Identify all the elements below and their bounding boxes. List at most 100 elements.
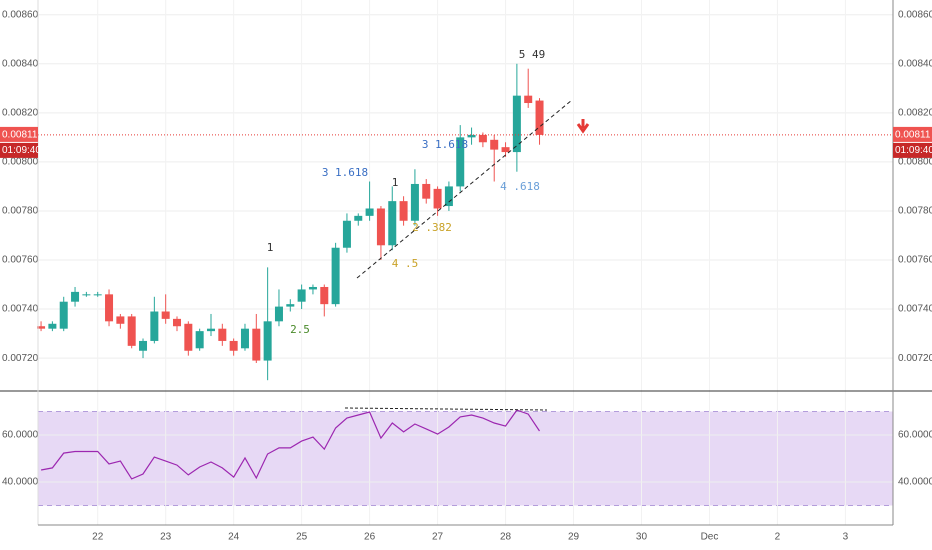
x-tick-label: 23 xyxy=(160,532,172,543)
candle-body xyxy=(59,301,68,329)
y-tick-label: 0.00780 xyxy=(2,206,39,217)
candle-body xyxy=(410,183,419,221)
candle-body xyxy=(331,247,340,305)
candle-body xyxy=(456,137,465,187)
y-tick-label-right: 0.00760 xyxy=(898,255,932,266)
candle-body xyxy=(342,220,351,248)
y-tick-label-right: 0.00840 xyxy=(898,58,932,69)
candle-body xyxy=(229,340,238,351)
candle-body xyxy=(82,294,91,296)
candle-body xyxy=(218,328,227,341)
candle-body xyxy=(490,139,499,150)
candle-body xyxy=(263,321,272,361)
price-badge xyxy=(0,126,38,142)
x-tick-label: 25 xyxy=(296,532,308,543)
x-tick-label: 29 xyxy=(568,532,580,543)
candle-body xyxy=(444,186,453,207)
y-tick-label: 0.00860 xyxy=(2,9,39,20)
countdown-label: 01:09:40 xyxy=(2,145,41,156)
x-tick-label: 26 xyxy=(364,532,376,543)
candle-body xyxy=(127,316,136,346)
y-tick-label-right: 0.00720 xyxy=(898,353,932,364)
candle-body xyxy=(286,304,295,307)
candle-body xyxy=(422,183,431,199)
candle-body xyxy=(388,201,397,246)
candle-body xyxy=(297,289,306,302)
countdown-label: 01:09:40 xyxy=(895,145,932,156)
grid xyxy=(38,0,893,525)
trend-line xyxy=(356,99,573,279)
y-tick-label: 0.00840 xyxy=(2,58,39,69)
candle-body xyxy=(139,340,148,351)
candle-body xyxy=(354,215,363,221)
candle-body xyxy=(467,134,476,138)
candle-body xyxy=(184,323,193,351)
candle-body xyxy=(71,291,80,302)
x-tick-label: 27 xyxy=(432,532,444,543)
x-tick-label: 28 xyxy=(500,532,512,543)
wave-label: 3 1.618 xyxy=(322,166,368,179)
candle-body xyxy=(535,100,544,135)
candle-body xyxy=(433,188,442,209)
candle-body xyxy=(308,286,317,290)
y-tick-label-right: 0.00820 xyxy=(898,107,932,118)
candle-body xyxy=(512,95,521,153)
candle-body xyxy=(173,318,182,327)
wave-label: 4 .618 xyxy=(500,180,540,193)
candle-body xyxy=(116,316,125,324)
candle-body xyxy=(37,326,46,329)
wave-label: 2.5 xyxy=(290,323,310,336)
wave-label: 1 xyxy=(392,176,399,189)
rsi-tick-label: 60.0000 xyxy=(2,430,39,441)
y-tick-label-right: 0.00800 xyxy=(898,157,932,168)
candle-body xyxy=(195,331,204,349)
countdown-badge xyxy=(0,142,38,158)
down-arrow xyxy=(576,119,590,134)
x-tick-label: 24 xyxy=(228,532,240,543)
candle-body xyxy=(150,311,159,341)
y-tick-label: 0.00800 xyxy=(2,157,39,168)
wave-label: 3 1.618 xyxy=(422,138,468,151)
candle-body xyxy=(320,286,329,305)
candle-body xyxy=(161,311,170,319)
y-tick-label: 0.00740 xyxy=(2,304,39,315)
candle-body xyxy=(399,201,408,221)
x-tick-label: 30 xyxy=(636,532,648,543)
candle-body xyxy=(206,328,215,332)
y-tick-label: 0.00820 xyxy=(2,107,39,118)
y-tick-label: 0.00760 xyxy=(2,255,39,266)
candle-body xyxy=(48,323,57,329)
candle-body xyxy=(524,95,533,104)
rsi-tick-label: 40.0000 xyxy=(2,477,39,488)
candle-body xyxy=(501,147,510,153)
candle-body xyxy=(365,208,374,216)
y-tick-label: 0.00720 xyxy=(2,353,39,364)
marks xyxy=(37,63,893,480)
rsi-trend-line xyxy=(344,407,548,411)
countdown-badge xyxy=(893,142,932,158)
y-tick-label-right: 0.00780 xyxy=(898,206,932,217)
x-tick-label: Dec xyxy=(701,532,719,543)
candle-body xyxy=(252,328,261,361)
rsi-line xyxy=(40,409,540,480)
y-tick-label-right: 0.00860 xyxy=(898,9,932,20)
wave-label: 5 49 xyxy=(519,48,546,61)
candle-body xyxy=(93,294,102,296)
candle-body xyxy=(274,306,283,322)
x-tick-label: 22 xyxy=(92,532,104,543)
y-tick-label-right: 0.00740 xyxy=(898,304,932,315)
wave-label: 4 .5 xyxy=(392,257,419,270)
candle-body xyxy=(478,134,487,143)
candle-body xyxy=(376,208,385,246)
candle-body xyxy=(240,328,249,349)
x-tick-label: 2 xyxy=(775,532,781,543)
last-price-label: 0.00811 xyxy=(895,130,931,141)
rsi-tick-label-right: 40.0000 xyxy=(898,477,932,488)
candle-body xyxy=(105,294,114,322)
rsi-band xyxy=(38,411,893,506)
price-badge xyxy=(893,126,932,142)
wave-label: 1 xyxy=(267,241,274,254)
